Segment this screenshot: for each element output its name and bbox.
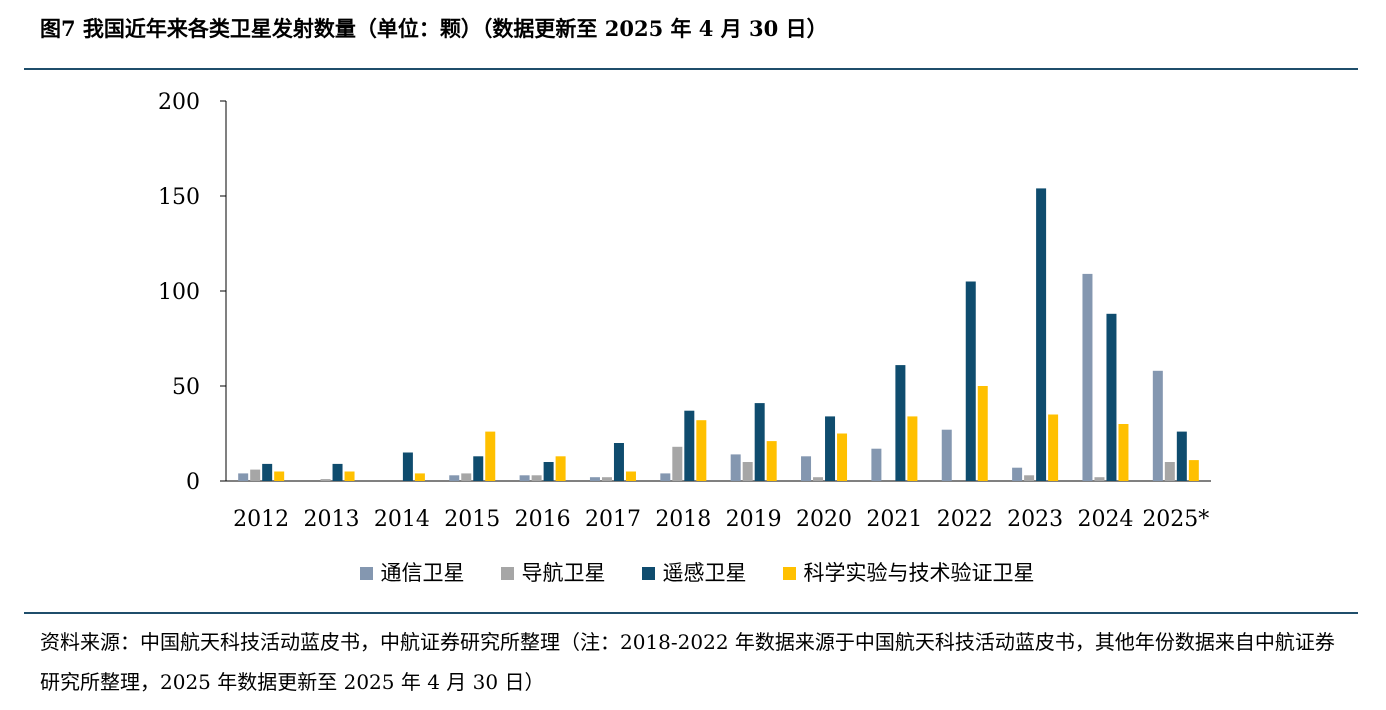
- bar: [907, 416, 918, 481]
- bar: [1036, 188, 1047, 481]
- bar: [1024, 475, 1035, 481]
- x-tick-label: 2015: [444, 507, 500, 532]
- x-tick-label: 2019: [726, 507, 782, 532]
- x-tick-label: 2024: [1077, 507, 1133, 532]
- legend-label: 遥感卫星: [662, 561, 747, 585]
- x-axis: 2012 2013 2014 2015 2016 2017 2018 2019 2020 2021…: [226, 480, 1211, 532]
- bar: [941, 429, 952, 481]
- bar: [473, 456, 484, 481]
- bar: [825, 416, 836, 481]
- bar: [262, 463, 273, 481]
- bar: [1082, 273, 1093, 481]
- bar: [1048, 414, 1059, 481]
- bar: [1164, 462, 1175, 481]
- legend-swatch: [500, 566, 514, 580]
- bar: [1152, 370, 1163, 481]
- bar: [977, 386, 988, 481]
- legend-item: 科学实验与技术验证卫星: [782, 558, 1035, 588]
- bar: [1118, 424, 1129, 481]
- x-tick-label: 2023: [1007, 507, 1063, 532]
- bar: [485, 431, 496, 481]
- bar: [742, 462, 753, 481]
- legend-swatch: [782, 566, 796, 580]
- bar: [696, 420, 707, 481]
- x-tick-label: 2025*: [1142, 507, 1209, 532]
- x-tick-label: 2022: [937, 507, 993, 532]
- bar: [519, 475, 530, 481]
- chart-legend: 通信卫星 导航卫星 遥感卫星 科学实验与技术验证卫星: [0, 558, 1386, 588]
- y-tick-label: 150: [158, 185, 200, 210]
- bottom-divider: [24, 612, 1358, 614]
- bar: [965, 281, 976, 481]
- bar: [1106, 313, 1117, 481]
- top-divider: [24, 68, 1358, 70]
- bar: [449, 475, 460, 481]
- y-tick-label: 0: [186, 470, 200, 495]
- bar: [1188, 460, 1199, 481]
- bar: [531, 475, 542, 481]
- bar: [813, 477, 824, 481]
- bar: [250, 469, 261, 481]
- bar: [625, 471, 636, 481]
- legend-label: 科学实验与技术验证卫星: [803, 561, 1035, 585]
- bar: [684, 410, 695, 481]
- legend-label: 导航卫星: [521, 561, 606, 585]
- bar: [801, 456, 812, 481]
- x-tick-label: 2021: [866, 507, 922, 532]
- bar: [1176, 431, 1187, 481]
- bar: [414, 473, 425, 481]
- bar: [402, 452, 413, 481]
- legend-item: 遥感卫星: [641, 558, 747, 588]
- bar: [543, 462, 554, 481]
- figure-title: 图7 我国近年来各类卫星发射数量（单位：颗）（数据更新至 2025 年 4 月 …: [40, 16, 828, 41]
- y-tick-label: 100: [158, 280, 200, 305]
- bar: [1012, 467, 1023, 481]
- bar: [730, 454, 741, 481]
- bar: [837, 433, 848, 481]
- bar: [766, 441, 777, 481]
- x-tick-label: 2020: [796, 507, 852, 532]
- bar: [754, 403, 765, 481]
- legend-item: 导航卫星: [500, 558, 606, 588]
- bar: [1094, 477, 1105, 481]
- x-tick-label: 2018: [655, 507, 711, 532]
- bar: [613, 443, 624, 481]
- bar: [461, 473, 472, 481]
- bar: [871, 448, 882, 481]
- legend-swatch: [641, 566, 655, 580]
- y-axis: 0 50 100 150 200: [158, 90, 227, 495]
- x-tick-label: 2016: [515, 507, 571, 532]
- bar: [332, 463, 343, 481]
- y-tick-label: 200: [158, 90, 200, 115]
- bar: [895, 365, 906, 481]
- bar: [344, 471, 355, 481]
- bar: [589, 477, 600, 481]
- bar: [601, 477, 612, 481]
- legend-swatch: [359, 566, 373, 580]
- x-tick-label: 2013: [304, 507, 360, 532]
- bar: [238, 473, 249, 481]
- y-tick-label: 50: [172, 375, 200, 400]
- bar: [660, 473, 671, 481]
- legend-item: 通信卫星: [359, 558, 465, 588]
- bar: [320, 479, 331, 481]
- source-note: 资料来源：中国航天科技活动蓝皮书，中航证券研究所整理（注：2018-2022 年…: [40, 630, 1335, 694]
- bar: [672, 446, 683, 481]
- x-tick-label: 2017: [585, 507, 641, 532]
- bar: [274, 471, 285, 481]
- legend-label: 通信卫星: [380, 561, 465, 585]
- x-tick-label: 2012: [233, 507, 289, 532]
- bar: [555, 456, 566, 481]
- bar-marks: [238, 188, 1199, 481]
- x-tick-label: 2014: [374, 507, 430, 532]
